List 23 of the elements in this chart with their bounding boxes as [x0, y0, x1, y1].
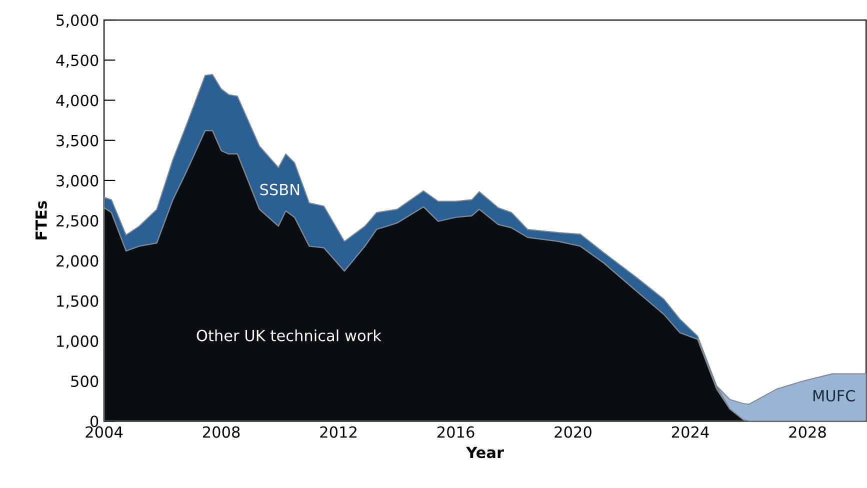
y-tick-label: 4,000 [56, 94, 98, 108]
x-tick-label: 2016 [437, 426, 474, 438]
series-label: MUFC [813, 390, 855, 402]
y-tick-label: 3,500 [56, 134, 98, 148]
y-tick-label: 4,500 [56, 54, 98, 68]
y-tick-label: 500 [71, 375, 98, 388]
y-tick-label: 1,000 [57, 335, 98, 348]
x-tick-label: 2004 [86, 426, 123, 438]
y-axis-title: FTEs [36, 201, 47, 240]
y-tick-label: 5,000 [56, 14, 98, 28]
y-tick-label: 2,000 [56, 255, 98, 268]
series-label: Other UK technical work [196, 330, 382, 342]
x-axis-title: Year [466, 446, 504, 458]
series-label: SSBN [260, 184, 300, 196]
x-tick-label: 2024 [672, 426, 709, 438]
x-tick-label: 2008 [202, 426, 240, 438]
y-tick-label: 2,500 [56, 215, 98, 228]
y-tick-label: 0 [90, 416, 98, 428]
x-tick-label: 2028 [789, 426, 826, 438]
y-tick-label: 1,500 [57, 295, 98, 308]
x-tick-label: 2012 [320, 426, 356, 438]
x-tick-label: 2020 [554, 426, 592, 438]
y-tick-label: 3,000 [56, 174, 98, 188]
